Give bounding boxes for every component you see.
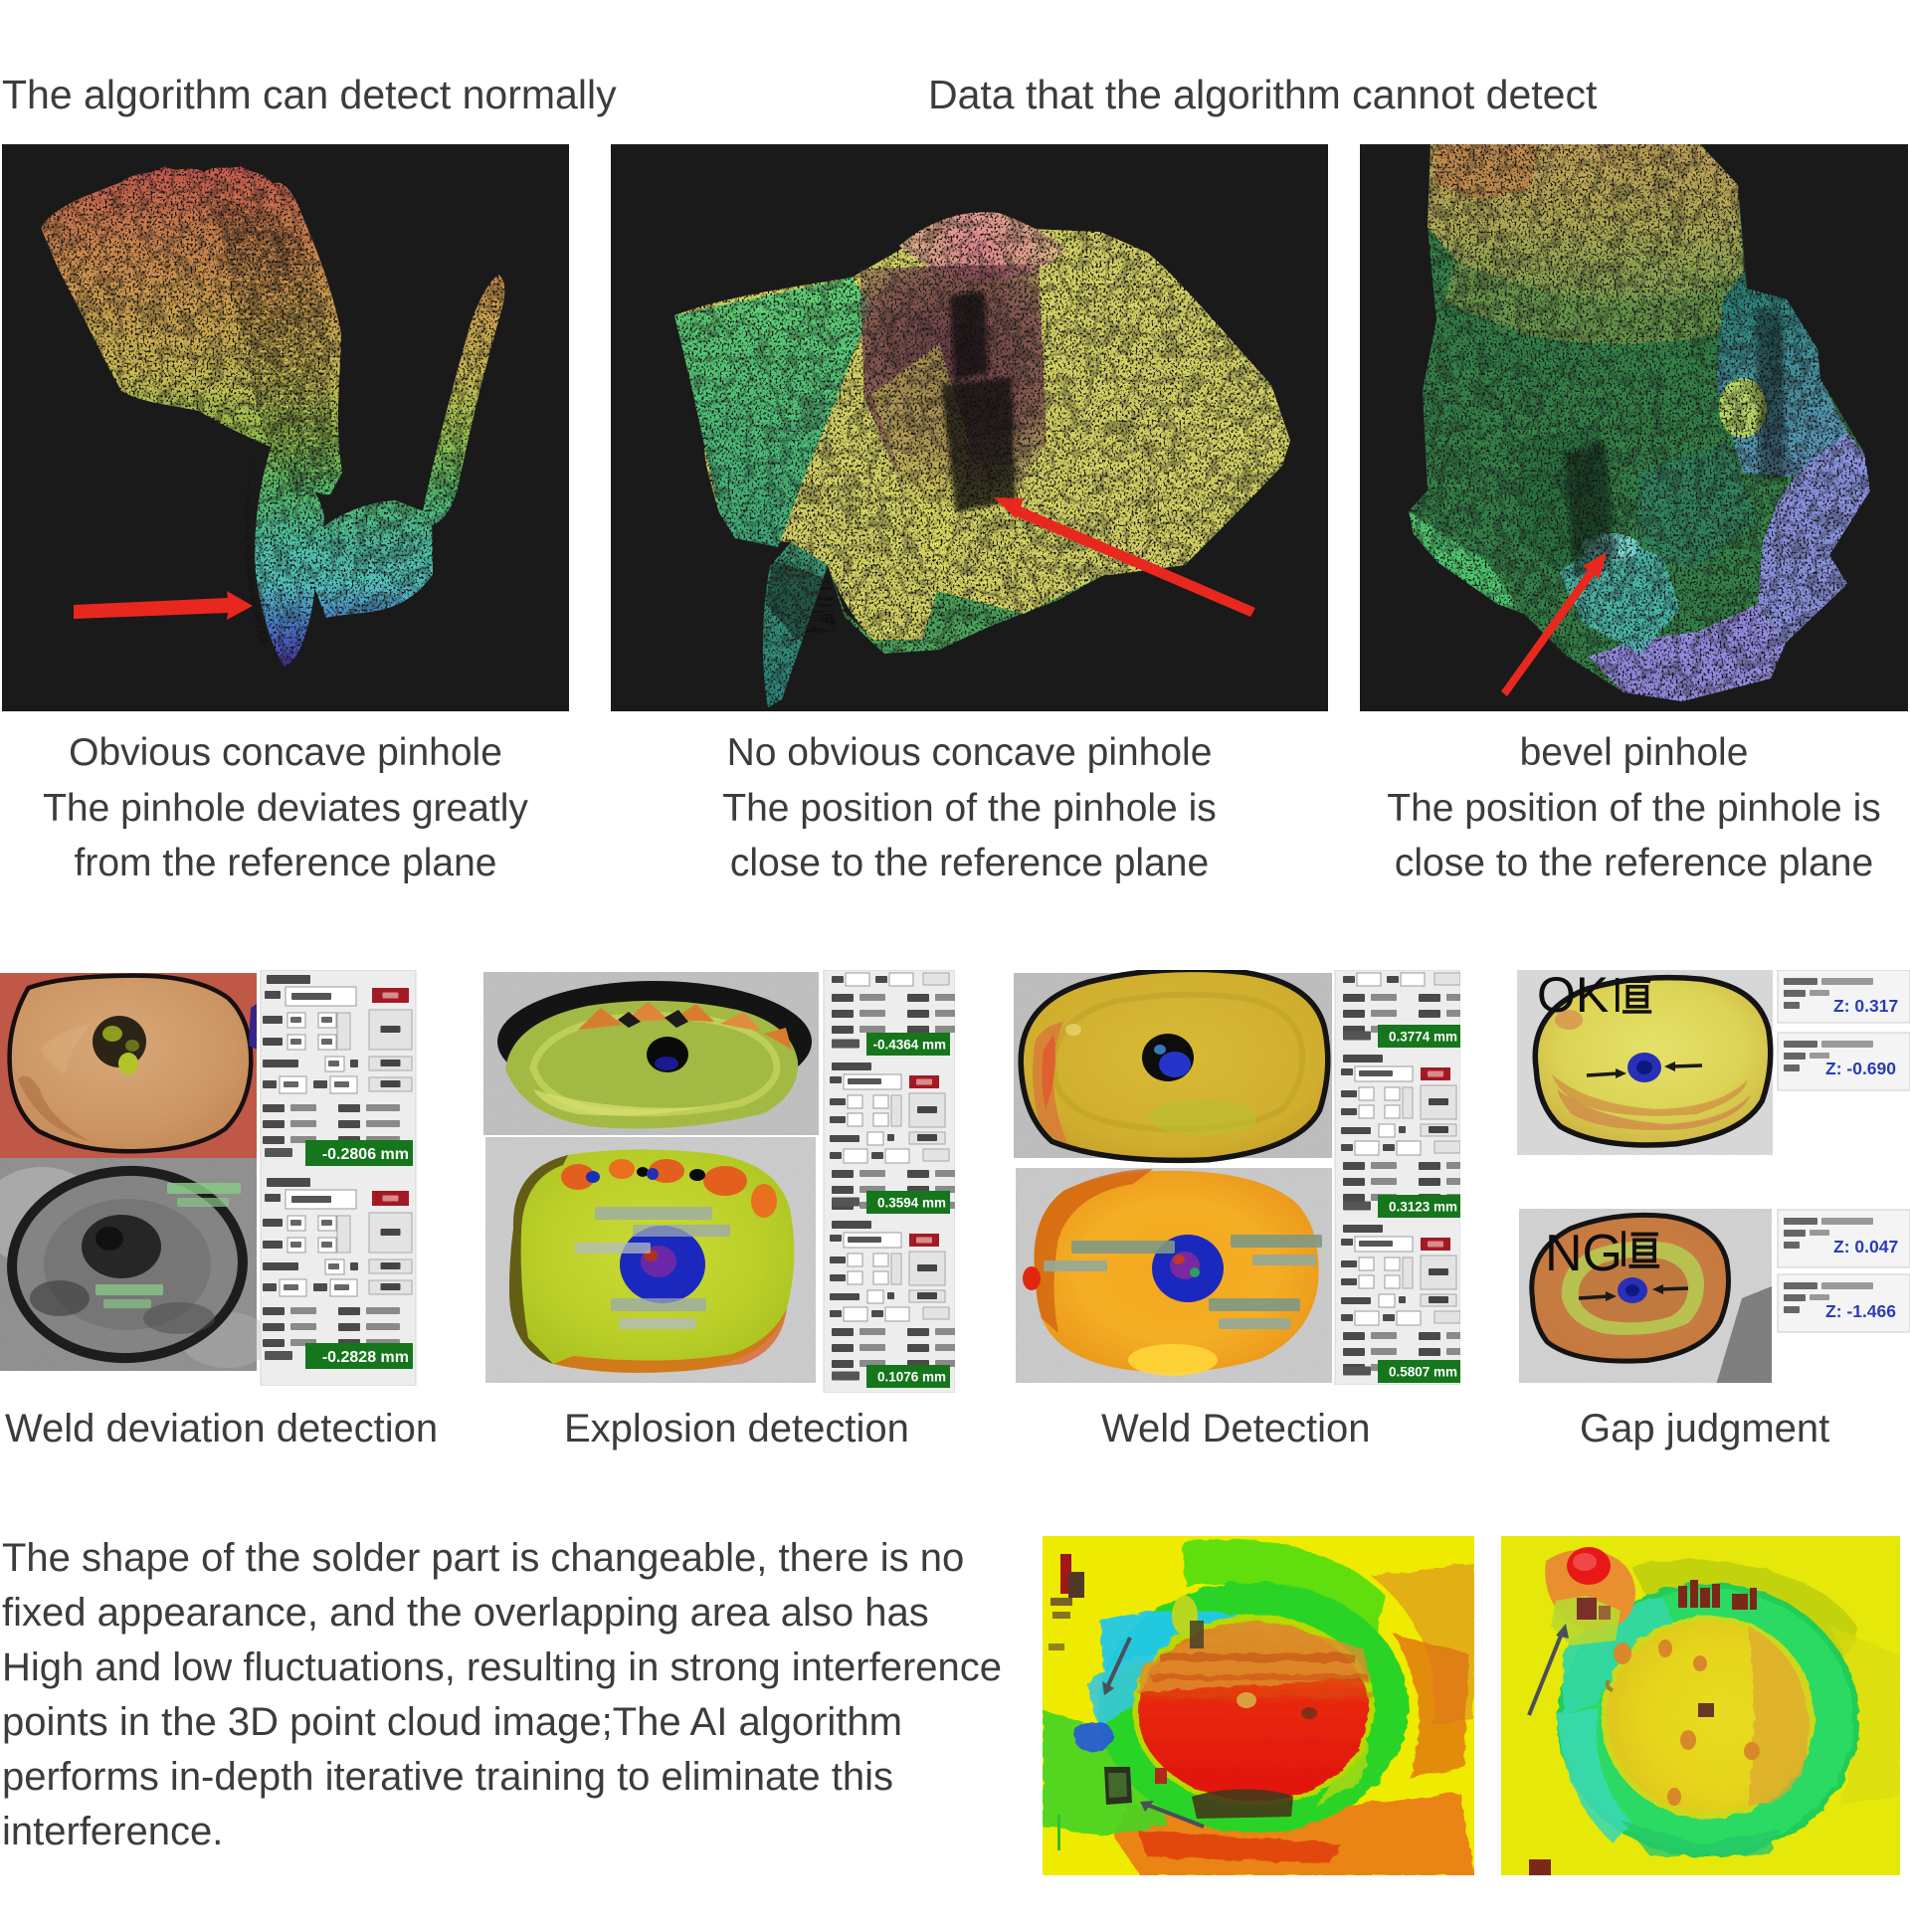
svg-text:Z: -1.466: Z: -1.466 (1825, 1301, 1896, 1321)
svg-text:0.1076 mm: 0.1076 mm (877, 1369, 946, 1384)
svg-text:0.3123 mm: 0.3123 mm (1389, 1199, 1457, 1214)
svg-text:Z: 0.047: Z: 0.047 (1833, 1237, 1898, 1256)
svg-text:NG: NG (1545, 1225, 1623, 1282)
svg-text:0.5807 mm: 0.5807 mm (1389, 1364, 1457, 1379)
svg-text:-0.4364 mm: -0.4364 mm (872, 1037, 946, 1052)
svg-text:Z: 0.317: Z: 0.317 (1833, 996, 1898, 1016)
svg-text:-0.2828 mm: -0.2828 mm (322, 1349, 409, 1366)
svg-text:0.3594 mm: 0.3594 mm (877, 1195, 946, 1210)
svg-text:-0.2806 mm: -0.2806 mm (322, 1146, 409, 1163)
svg-text:Z: -0.690: Z: -0.690 (1825, 1059, 1896, 1078)
svg-text:OK: OK (1537, 970, 1609, 1023)
svg-text:0.3774 mm: 0.3774 mm (1389, 1029, 1457, 1044)
